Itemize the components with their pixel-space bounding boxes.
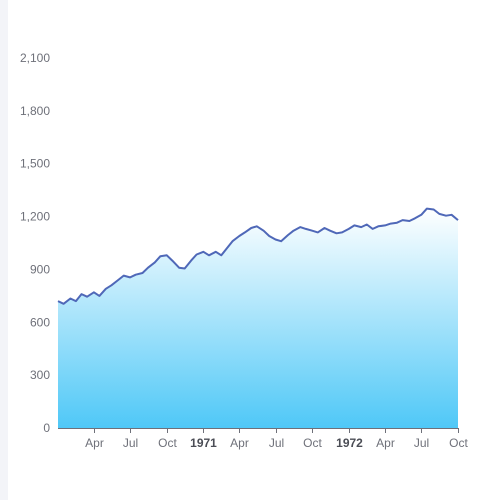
x-tick-label: Oct <box>303 436 322 450</box>
x-axis: Apr Jul Oct 1971 Apr Jul Oct 1972 Apr Jul Oct <box>58 428 468 450</box>
x-tick-label: Oct <box>449 436 468 450</box>
y-axis: 0 300 600 900 1,200 1,500 1,800 2,100 <box>20 51 50 435</box>
x-tick-label: 1972 <box>336 436 363 450</box>
x-tick-label: Jul <box>123 436 138 450</box>
y-tick-label: 900 <box>30 262 50 276</box>
x-tick-label: Oct <box>158 436 177 450</box>
y-tick-label: 1,500 <box>20 157 50 171</box>
x-tick-label: Jul <box>269 436 284 450</box>
y-tick-label: 600 <box>30 315 50 329</box>
x-tick-label: Apr <box>376 436 395 450</box>
series-line <box>57 207 459 305</box>
y-tick-label: 0 <box>43 421 50 435</box>
y-tick-label: 2,100 <box>20 51 50 65</box>
y-tick-label: 1,800 <box>20 104 50 118</box>
x-tick-label: Apr <box>230 436 249 450</box>
x-tick-label: 1971 <box>190 436 217 450</box>
y-tick-label: 1,200 <box>20 210 50 224</box>
x-tick-label: Jul <box>414 436 429 450</box>
plot-area <box>57 207 459 428</box>
y-tick-label: 300 <box>30 368 50 382</box>
series-area <box>58 208 458 428</box>
left-edge-panel <box>0 0 8 500</box>
x-tick-label: Apr <box>85 436 104 450</box>
